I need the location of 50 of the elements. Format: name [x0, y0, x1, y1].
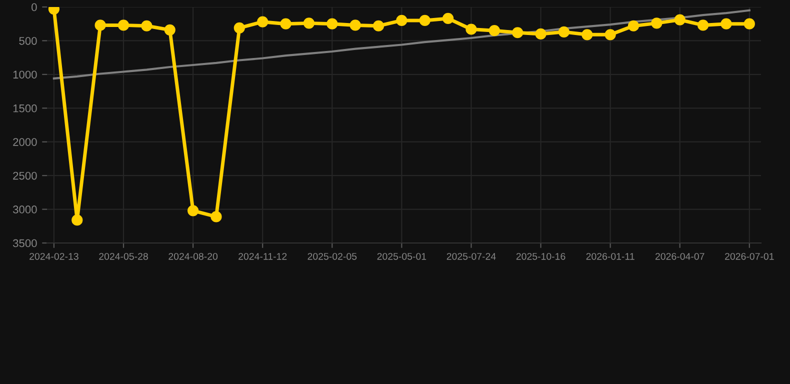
x-tick-label: 2025-10-16: [516, 252, 566, 260]
y-tick-label: 1000: [13, 70, 37, 79]
x-tick-label: 2025-02-05: [308, 252, 357, 260]
point: [303, 18, 315, 29]
point: [582, 29, 593, 40]
point: [210, 211, 222, 222]
point: [535, 28, 546, 40]
x-tick-label: 2026-04-07: [655, 252, 704, 260]
y-tick-label: 3000: [12, 206, 37, 214]
y-tick-label: 1500: [13, 104, 37, 112]
point: [512, 27, 524, 38]
point: [72, 214, 83, 226]
point: [118, 20, 130, 31]
point: [396, 14, 408, 26]
x-tick-label: 2024-11-12: [238, 252, 287, 260]
point: [419, 14, 430, 26]
x-tick-label: 2026-07-01: [725, 252, 774, 260]
point: [141, 20, 152, 32]
point: [628, 20, 640, 32]
x-tick-label: 2024-05-28: [99, 252, 148, 260]
x-tick-label: 2026-01-11: [586, 252, 634, 260]
y-tick-label: 500: [19, 36, 37, 45]
point: [697, 20, 709, 31]
point: [350, 20, 361, 31]
point: [744, 18, 755, 30]
point: [234, 22, 245, 34]
point: [326, 18, 338, 30]
x-tick-label: 2024-08-20: [168, 252, 218, 260]
point: [94, 20, 106, 31]
y-tick-label: 2000: [13, 138, 37, 146]
point: [604, 29, 616, 40]
y-tick-label: 2500: [13, 172, 37, 180]
y-tick-label: 3500: [12, 239, 37, 248]
x-tick-label: 2024-02-13: [30, 252, 78, 260]
point: [488, 25, 500, 36]
point: [674, 14, 686, 26]
point: [372, 20, 384, 32]
point: [466, 24, 477, 35]
line-series: [52, 9, 750, 80]
point: [257, 16, 268, 28]
point: [280, 18, 292, 30]
point: [651, 18, 662, 29]
point: [187, 205, 199, 216]
y-tick-label: 0: [32, 3, 37, 12]
x-tick-label: 2025-05-01: [377, 252, 426, 260]
point: [558, 26, 570, 38]
point: [164, 24, 176, 36]
point: [720, 18, 732, 30]
x-tick-label: 2025-07-24: [446, 252, 496, 260]
point: [442, 12, 454, 24]
